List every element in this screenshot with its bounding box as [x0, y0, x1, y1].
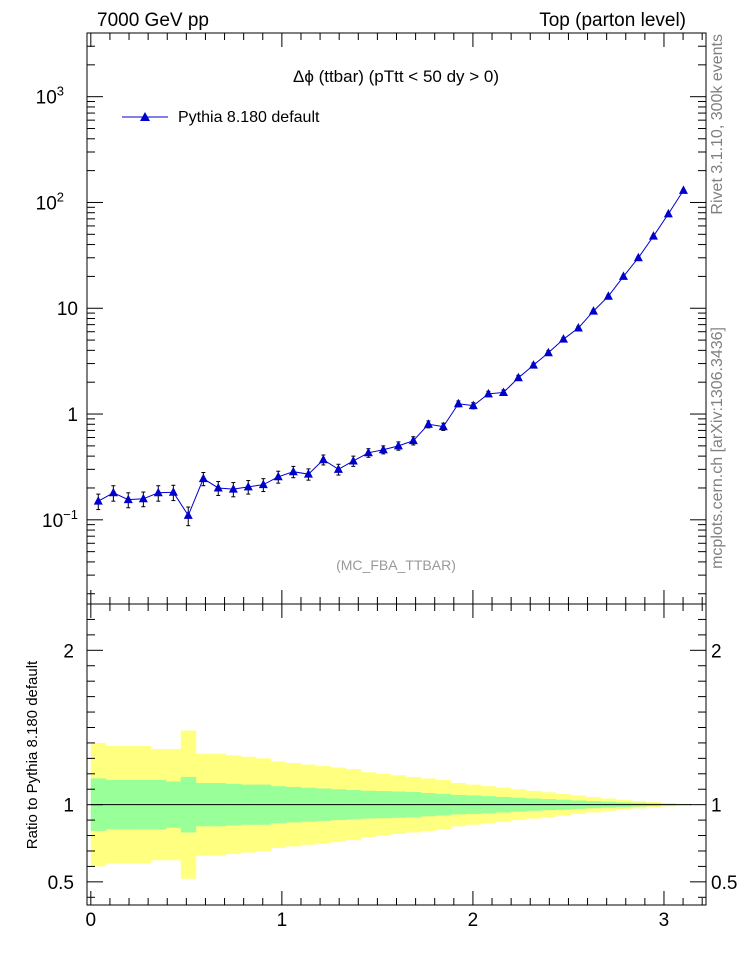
data-point: [273, 471, 283, 481]
data-point: [153, 487, 163, 497]
x-tick-label: 2: [468, 910, 479, 931]
ratio-y-tick-label: 0.5: [48, 873, 74, 894]
data-point: [588, 306, 598, 315]
data-point: [243, 481, 253, 491]
data-point: [123, 494, 133, 504]
data-point: [663, 208, 673, 218]
data-point: [558, 334, 568, 343]
data-point: [138, 493, 148, 503]
ratio-y-tick-label-right: 2: [711, 641, 722, 662]
data-point: [108, 487, 118, 497]
data-point: [168, 487, 178, 496]
ratio-axes: 0 1 2 3 0.5 0.5 1 1 2 2: [48, 604, 737, 931]
main-y-tick-label: 10: [57, 299, 78, 320]
ratio-panel: 0 1 2 3 0.5 0.5 1 1 2 2 Ratio to Pythia 8.180 def…: [24, 603, 737, 931]
data-point: [213, 482, 223, 492]
data-point: [603, 291, 613, 300]
data-point: [483, 388, 493, 398]
ratio-y-tick-label: 1: [63, 796, 74, 817]
ratio-y-tick-label-right: 1: [711, 796, 722, 817]
data-point: [678, 185, 688, 194]
data-point: [318, 454, 328, 464]
legend-marker: [140, 112, 150, 121]
data-point: [543, 347, 553, 357]
data-point: [468, 400, 478, 410]
data-point: [633, 252, 643, 262]
data-point: [288, 466, 298, 476]
legend: Pythia 8.180 default: [122, 109, 320, 126]
data-point: [498, 387, 508, 396]
data-point: [363, 447, 373, 457]
plot-title: Δϕ (ttbar) (pTtt < 50 dy > 0): [293, 67, 499, 86]
mcplots-label: mcplots.cern.ch [arXiv:1306.3436]: [709, 327, 726, 569]
data-point: [393, 440, 403, 450]
x-tick-label: 1: [277, 910, 288, 931]
data-point: [648, 231, 658, 240]
ratio-y-tick-label-right: 0.5: [711, 873, 737, 894]
ratio-ylabel: Ratio to Pythia 8.180 default: [24, 660, 41, 849]
main-axes: 10−1 1 10 102 103: [36, 32, 706, 604]
data-point: [198, 473, 208, 483]
main-y-tick-label: 1: [67, 405, 78, 426]
ratio-frame: [86, 603, 707, 906]
data-point: [408, 435, 418, 445]
data-point: [573, 323, 583, 332]
header-right: Top (parton level): [539, 10, 686, 31]
data-point: [453, 398, 463, 408]
main-y-tick-label: 102: [36, 189, 64, 214]
x-tick-label: 3: [659, 910, 670, 931]
ratio-data-layer: [90, 730, 692, 879]
x-tick-label: 0: [86, 910, 97, 931]
rivet-label: Rivet 3.1.10, 300k events: [709, 34, 726, 215]
data-point: [348, 455, 358, 465]
main-y-tick-label: 103: [36, 84, 64, 109]
ratio-y-tick-label: 2: [63, 641, 74, 662]
data-point: [438, 421, 448, 431]
data-point: [228, 484, 238, 493]
header-left: 7000 GeV pp: [97, 10, 209, 31]
data-point: [93, 496, 103, 505]
data-point: [378, 444, 388, 454]
data-point: [618, 271, 628, 280]
data-point: [303, 469, 313, 478]
series-line: [98, 190, 684, 517]
main-data-layer: [93, 185, 688, 527]
data-point: [528, 360, 538, 369]
data-point: [423, 419, 433, 428]
data-point: [183, 510, 193, 519]
data-point: [513, 372, 523, 382]
legend-label: Pythia 8.180 default: [178, 109, 320, 126]
main-panel: 10−1 1 10 102 103 Δϕ (ttbar) (pTtt < 50 dy >…: [36, 32, 707, 605]
data-point: [258, 479, 268, 489]
main-y-tick-label: 10−1: [42, 507, 78, 532]
data-point: [333, 464, 343, 473]
watermark: (MC_FBA_TTBAR): [336, 557, 456, 573]
